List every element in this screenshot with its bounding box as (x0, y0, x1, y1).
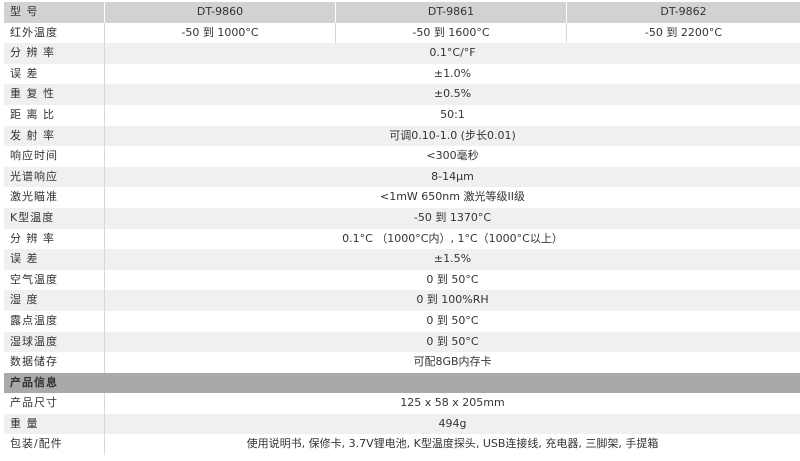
row-value: ±0.5% (433, 87, 472, 101)
table-row: 激光瞄准 <1mW 650nm 激光等级II级 (4, 187, 800, 208)
table-row: 包装/配件 使用说明书, 保修卡, 3.7V锂电池, K型温度探头, USB连接线… (4, 434, 800, 456)
row-value: 125 x 58 x 205mm (400, 396, 505, 410)
row-value: 0 到 100%RH (416, 293, 489, 307)
row-label: 光谱响应 (4, 166, 105, 188)
row-value: -50 到 2200°C (644, 25, 723, 39)
table-row: 距 离 比 50:1 (4, 104, 800, 126)
table-row: 红外温度 -50 到 1000°C -50 到 1600°C -50 到 2200°C (4, 22, 800, 44)
row-value: <1mW 650nm 激光等级II级 (380, 190, 525, 204)
model-name: DT-9861 (336, 2, 567, 23)
row-label: 型 号 (4, 2, 105, 23)
row-value: -50 到 1000°C (105, 22, 336, 44)
table-row: 分 辨 率 0.1°C （1000°C内）, 1°C（1000°C以上） (4, 228, 800, 250)
table-row: 响应时间 <300毫秒 (4, 146, 800, 167)
table-row: 重 量 494g (4, 413, 800, 435)
row-label: 露点温度 (4, 310, 105, 332)
table-header-row: 型 号 DT-9860 DT-9861 DT-9862 (4, 2, 800, 23)
table-row: 空气温度 0 到 50°C (4, 269, 800, 291)
model-name: DT-9860 (105, 2, 336, 23)
row-label: 湿 度 (4, 290, 105, 311)
row-label: 红外温度 (4, 22, 105, 44)
row-label: 发 射 率 (4, 125, 105, 147)
spec-table: 型 号 DT-9860 DT-9861 DT-9862 红外温度 -50 到 1000°C… (4, 2, 800, 456)
row-label: 距 离 比 (4, 104, 105, 126)
table-row: 湿球温度 0 到 50°C (4, 331, 800, 353)
table-row: 露点温度 0 到 50°C (4, 310, 800, 332)
section-row: 产品信息 (4, 372, 800, 394)
table-row: 产品尺寸 125 x 58 x 205mm (4, 393, 800, 414)
row-label: 响应时间 (4, 146, 105, 167)
table-row: 误 差 ±1.5% (4, 249, 800, 270)
row-label: K型温度 (4, 207, 105, 229)
row-value: 可调0.10-1.0 (步长0.01) (389, 128, 516, 142)
row-label: 重 复 性 (4, 84, 105, 105)
row-value: ±1.5% (433, 252, 472, 266)
table-row: 发 射 率 可调0.10-1.0 (步长0.01) (4, 125, 800, 147)
row-value: 494g (438, 416, 467, 430)
row-label: 误 差 (4, 63, 105, 85)
row-value: -50 到 1370°C (413, 210, 492, 224)
table-row: 数据储存 可配8GB内存卡 (4, 352, 800, 373)
model-name: DT-9862 (660, 5, 707, 18)
row-label: 分 辨 率 (4, 43, 105, 64)
row-value: 50:1 (440, 107, 465, 121)
row-value: 0 到 50°C (426, 272, 479, 286)
table-row: 误 差 ±1.0% (4, 63, 800, 85)
row-label: 激光瞄准 (4, 187, 105, 208)
row-label: 误 差 (4, 249, 105, 270)
table-row: K型温度 -50 到 1370°C (4, 207, 800, 229)
table-row: 光谱响应 8-14μm (4, 166, 800, 188)
row-value: -50 到 1600°C (336, 22, 567, 44)
row-label: 数据储存 (4, 352, 105, 373)
table-row: 湿 度 0 到 100%RH (4, 290, 800, 311)
row-label: 空气温度 (4, 269, 105, 291)
row-value: 0.1°C/°F (429, 46, 476, 60)
row-label: 湿球温度 (4, 331, 105, 353)
row-label: 产品信息 (10, 375, 58, 389)
table-row: 分 辨 率 0.1°C/°F (4, 43, 800, 64)
row-label: 包装/配件 (4, 434, 105, 456)
row-value: <300毫秒 (426, 149, 479, 163)
row-value: 8-14μm (431, 169, 474, 183)
row-value: ±1.0% (433, 66, 472, 80)
table-row: 重 复 性 ±0.5% (4, 84, 800, 105)
row-value: 0 到 50°C (426, 334, 479, 348)
row-value: 0 到 50°C (426, 313, 479, 327)
row-value (105, 373, 800, 394)
row-value: 0.1°C （1000°C内）, 1°C（1000°C以上） (342, 231, 563, 245)
row-value: 可配8GB内存卡 (413, 355, 492, 369)
row-label: 重 量 (4, 413, 105, 435)
row-label: 产品尺寸 (4, 393, 105, 414)
row-label: 分 辨 率 (4, 228, 105, 250)
row-value: 使用说明书, 保修卡, 3.7V锂电池, K型温度探头, USB连接线, 充电器… (246, 437, 659, 451)
